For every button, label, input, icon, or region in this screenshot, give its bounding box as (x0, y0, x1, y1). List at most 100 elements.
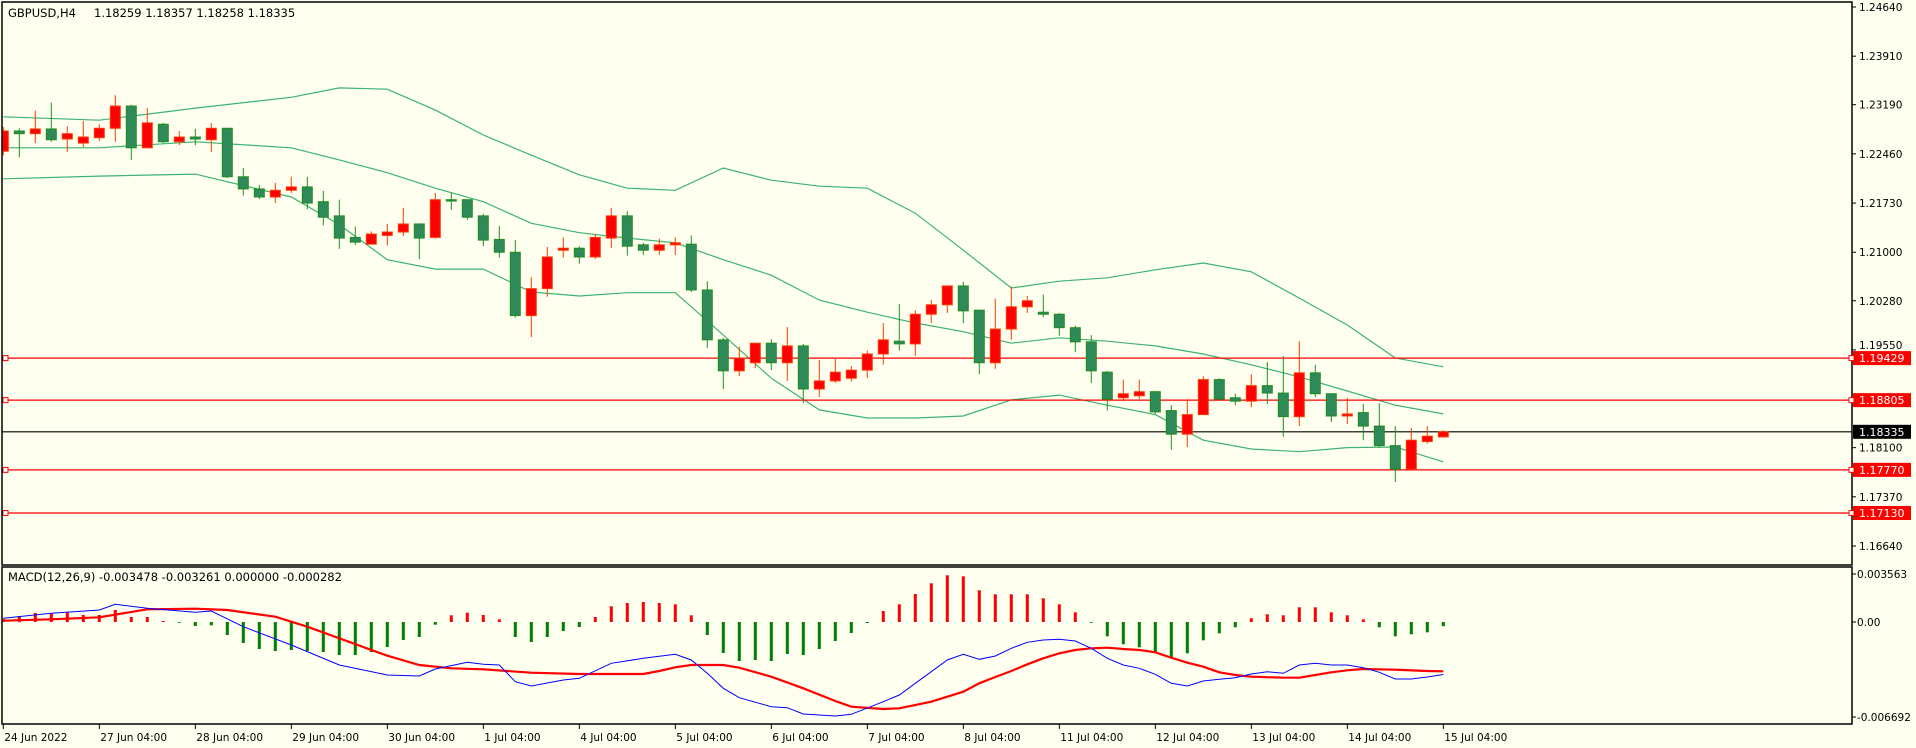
macd-tick-label: 0.00 (1857, 617, 1880, 629)
time-tick-label: 7 Jul 04:00 (868, 732, 924, 744)
candle-body (1165, 410, 1177, 435)
macd-bar-positive (33, 612, 37, 622)
level-price-label-box (1853, 462, 1911, 477)
candle-bearish (1261, 362, 1273, 404)
candle-body (669, 242, 681, 246)
macd-bar-positive (465, 612, 469, 622)
candle-bullish (77, 120, 89, 148)
candle-body (157, 123, 169, 143)
macd-bar-negative (1409, 622, 1413, 635)
macd-bar-positive (1265, 614, 1269, 622)
candle-body (1053, 313, 1065, 329)
macd-bar-positive (913, 593, 917, 622)
candle-body (941, 285, 953, 306)
ohlc-readout: 1.18259 1.18357 1.18258 1.18335 (94, 6, 295, 20)
level-anchor-handle[interactable] (1848, 397, 1855, 404)
candle-body (1101, 371, 1113, 400)
macd-pane[interactable] (2, 575, 1445, 717)
level-anchor-handle[interactable] (1848, 466, 1855, 473)
horizontal-levels[interactable] (2, 355, 1852, 516)
price-pane[interactable] (0, 87, 1852, 516)
candle-bearish (573, 246, 585, 264)
candle-body (1373, 425, 1385, 447)
level-price-label-box (1853, 351, 1911, 366)
candle-bullish (605, 207, 617, 249)
price-tick-label: 1.18100 (1859, 443, 1902, 455)
candle-bullish (1421, 426, 1433, 444)
candle-body (237, 176, 249, 190)
candle-body (61, 133, 73, 140)
level-anchor-handle[interactable] (2, 355, 9, 362)
macd-bar-negative (577, 622, 581, 627)
macd-bar-negative (433, 622, 437, 625)
candle-body (861, 353, 873, 371)
level-anchor-handle[interactable] (2, 466, 9, 473)
macd-bar-negative (865, 622, 869, 623)
candle-bullish (1133, 379, 1145, 400)
macd-bar-negative (225, 622, 229, 636)
candle-bullish (989, 298, 1001, 369)
candle-body (925, 304, 937, 315)
candle-bearish (1373, 403, 1385, 448)
macd-bar-negative (849, 622, 853, 633)
level-anchor-handle[interactable] (1848, 509, 1855, 516)
candle-bearish (1277, 356, 1289, 437)
candle-bearish (1053, 312, 1065, 336)
time-tick-label: 12 Jul 04:00 (1156, 732, 1219, 744)
candle-bearish (1357, 403, 1369, 441)
candle-bearish (45, 102, 57, 142)
candle-bullish (173, 130, 185, 146)
candle-body (1181, 414, 1193, 435)
time-axis[interactable]: 24 Jun 2022 27 Jun 04:00 28 Jun 04:00 29 Ju… (2, 724, 1507, 744)
candle-bullish (813, 360, 825, 398)
time-tick-label: 5 Jul 04:00 (676, 732, 732, 744)
level-anchor-handle[interactable] (2, 509, 9, 516)
level-anchor-handle[interactable] (2, 397, 9, 404)
price-tick-label: 1.19550 (1859, 340, 1902, 352)
candle-body (1437, 431, 1449, 438)
candle-bearish (1085, 335, 1097, 383)
candle-bearish (445, 192, 457, 210)
level-anchor-handle[interactable] (1848, 355, 1855, 362)
candle-body (813, 380, 825, 390)
candle-body (973, 309, 985, 364)
candle-body (253, 188, 265, 198)
candle-body (749, 342, 761, 364)
candle-body (621, 215, 633, 247)
price-axis[interactable]: 1.24640 1.23910 1.23190 1.22460 1.21730 1.210… (1848, 2, 1911, 553)
price-tick-label: 1.23910 (1859, 51, 1902, 63)
candle-bullish (669, 237, 681, 255)
price-tick-label: 1.23190 (1859, 100, 1902, 112)
price-tick-label: 1.21000 (1859, 247, 1902, 259)
candle-bearish (189, 128, 201, 146)
macd-bar-positive (961, 576, 965, 622)
macd-bar-negative (1233, 622, 1237, 628)
candle-bearish (157, 122, 169, 144)
candle-body (1389, 445, 1401, 470)
candle-bullish (381, 223, 393, 246)
candle-bullish (749, 342, 761, 369)
candle-body (1277, 392, 1289, 418)
candle-bullish (93, 124, 105, 142)
time-tick-label: 1 Jul 04:00 (484, 732, 540, 744)
candle-body (141, 122, 153, 149)
candle-bullish (829, 358, 841, 383)
macd-bar-negative (305, 622, 309, 652)
candle-body (2, 130, 9, 152)
candle-bullish (109, 95, 121, 142)
candle-body (829, 371, 841, 382)
candles (2, 95, 1449, 482)
candle-body (381, 231, 393, 236)
candle-body (1341, 413, 1353, 417)
candle-body (349, 236, 361, 243)
macd-axis[interactable]: 0.003563 0.00 -0.006692 (1852, 569, 1911, 724)
candle-bearish (301, 176, 313, 210)
candle-bearish (125, 104, 137, 160)
time-tick-label: 15 Jul 04:00 (1444, 732, 1507, 744)
macd-bar-positive (1329, 612, 1333, 622)
candle-bullish (365, 231, 377, 245)
candle-body (845, 369, 857, 379)
level-price-label: 1.18805 (1859, 394, 1905, 407)
